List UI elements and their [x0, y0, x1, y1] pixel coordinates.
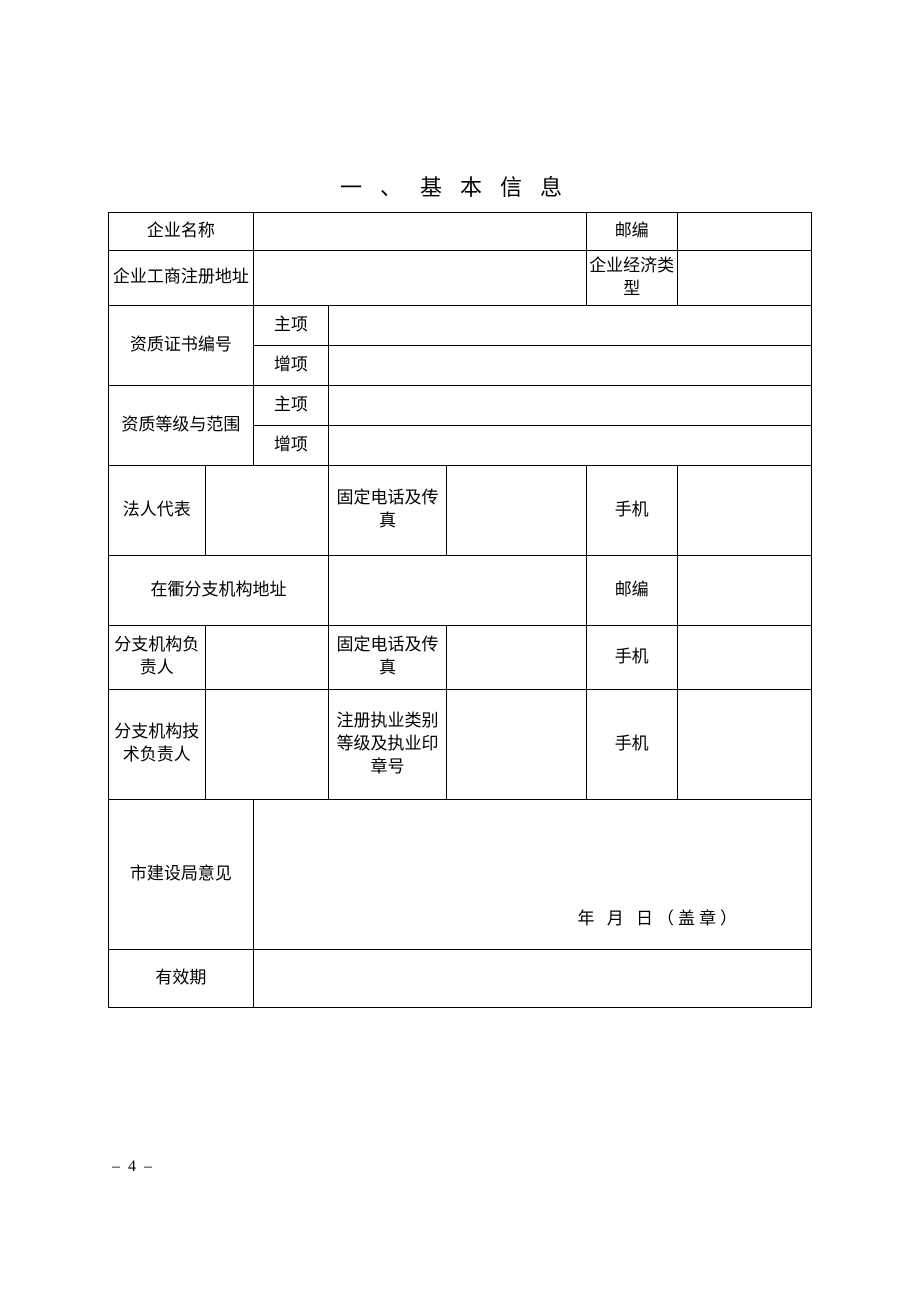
label-legal-rep: 法人代表 — [109, 465, 206, 555]
value-branch-head-mobile — [677, 625, 811, 689]
basic-info-table: 企业名称 邮编 企业工商注册地址 企业经济类型 资质证书编号 主项 增项 资质等… — [108, 212, 812, 1008]
label-cert-number: 资质证书编号 — [109, 305, 254, 385]
label-postcode2: 邮编 — [586, 555, 677, 625]
label-legal-mobile: 手机 — [586, 465, 677, 555]
label-tech-head-reg: 注册执业类别等级及执业印章号 — [328, 689, 446, 799]
label-validity: 有效期 — [109, 949, 254, 1007]
page-number: – 4 – — [112, 1158, 154, 1176]
label-cert-main: 主项 — [253, 305, 328, 345]
label-tech-head-mobile: 手机 — [586, 689, 677, 799]
value-tech-head-mobile — [677, 689, 811, 799]
value-branch-address — [328, 555, 586, 625]
value-legal-phone — [447, 465, 587, 555]
label-bureau-opinion: 市建设局意见 — [109, 799, 254, 949]
value-legal-mobile — [677, 465, 811, 555]
label-cert-add: 增项 — [253, 345, 328, 385]
label-legal-phone: 固定电话及传真 — [328, 465, 446, 555]
label-qual-add: 增项 — [253, 425, 328, 465]
section-title: 一、基本信息 — [108, 170, 812, 202]
value-econ-type — [677, 251, 811, 306]
value-bureau-opinion: 年 月 日（盖章） — [253, 799, 811, 949]
value-postcode2 — [677, 555, 811, 625]
value-qual-add — [328, 425, 811, 465]
label-tech-head: 分支机构技术负责人 — [109, 689, 206, 799]
value-branch-head — [205, 625, 328, 689]
label-qual-main: 主项 — [253, 385, 328, 425]
label-branch-head: 分支机构负责人 — [109, 625, 206, 689]
label-company-name: 企业名称 — [109, 213, 254, 251]
label-qual-scope: 资质等级与范围 — [109, 385, 254, 465]
value-cert-add — [328, 345, 811, 385]
value-company-name — [253, 213, 586, 251]
value-tech-head-reg — [447, 689, 587, 799]
label-econ-type: 企业经济类型 — [586, 251, 677, 306]
label-branch-head-mobile: 手机 — [586, 625, 677, 689]
value-validity — [253, 949, 811, 1007]
label-reg-address: 企业工商注册地址 — [109, 251, 254, 306]
value-cert-main — [328, 305, 811, 345]
value-qual-main — [328, 385, 811, 425]
label-branch-address: 在衢分支机构地址 — [109, 555, 329, 625]
value-reg-address — [253, 251, 586, 306]
value-tech-head — [205, 689, 328, 799]
date-stamp-text: 年 月 日（盖章） — [578, 908, 742, 931]
value-branch-head-phone — [447, 625, 587, 689]
label-branch-head-phone: 固定电话及传真 — [328, 625, 446, 689]
label-postcode: 邮编 — [586, 213, 677, 251]
value-legal-rep — [205, 465, 328, 555]
value-postcode1 — [677, 213, 811, 251]
